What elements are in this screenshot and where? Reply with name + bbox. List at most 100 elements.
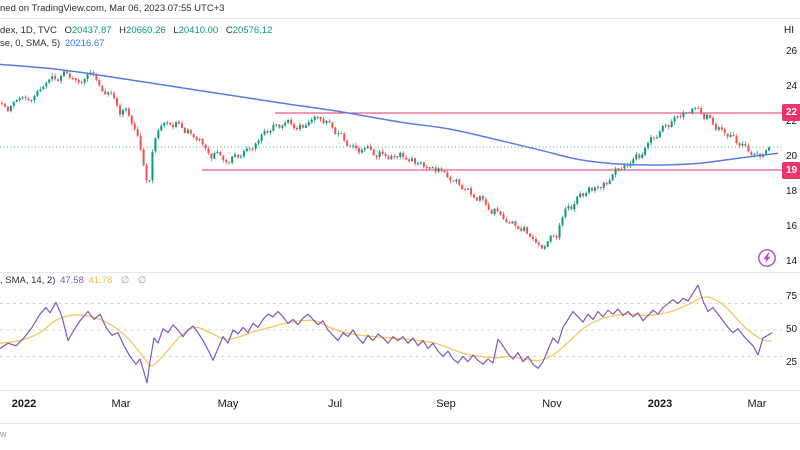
price-tick-label: 18	[786, 186, 798, 198]
candle-body	[186, 129, 189, 134]
candle-body	[319, 116, 322, 120]
sma-line[interactable]	[0, 63, 779, 166]
candle-body	[626, 165, 629, 167]
candle-body	[378, 151, 381, 158]
price-scale[interactable]: 26 24 22 20 18 16 14	[782, 18, 800, 272]
candle-body	[293, 123, 296, 129]
ohlc-close-label: C	[225, 25, 233, 36]
candle-body	[405, 157, 408, 160]
candle-body	[726, 133, 729, 137]
pane-separator[interactable]	[0, 272, 800, 273]
published-bar: ned on TradingView.com, Mar 06, 2023 07:…	[0, 0, 800, 19]
candle-body	[428, 167, 431, 169]
candle-body	[278, 124, 281, 128]
rsi-line[interactable]	[0, 284, 773, 384]
candle-body	[242, 151, 245, 157]
rsi-tick-label: 75	[786, 291, 798, 302]
candle-body	[322, 118, 325, 124]
candle-body	[416, 162, 419, 164]
candle-body	[399, 152, 402, 158]
rsi-sma-line[interactable]	[0, 296, 773, 367]
candle-body	[738, 143, 741, 146]
candle-body	[647, 142, 650, 148]
candle-body	[163, 122, 166, 126]
ma-legend[interactable]: se, 0, SMA, 5) 20216.67	[0, 38, 106, 49]
candle-body	[180, 123, 183, 128]
candle-body	[136, 129, 139, 136]
candle-body	[602, 182, 605, 188]
candle-body	[732, 134, 735, 136]
candle-body	[673, 117, 676, 122]
candle-body	[481, 195, 484, 200]
candle-body	[119, 105, 121, 115]
candle-body	[42, 86, 45, 90]
candle-body	[219, 152, 222, 156]
candle-body	[301, 124, 304, 128]
candle-series	[1, 69, 770, 250]
candle-body	[287, 119, 290, 123]
candle-body	[650, 137, 652, 143]
candle-body	[290, 119, 293, 125]
candle-body	[207, 148, 210, 154]
candle-body	[169, 122, 172, 125]
symbol-legend[interactable]: dex, 1D, TVC O20437.87 H20660.26 L20410.…	[0, 25, 274, 36]
candle-body	[543, 246, 546, 249]
candle-body	[753, 154, 756, 156]
candle-body	[434, 167, 437, 172]
candle-body	[352, 145, 355, 147]
candle-body	[446, 172, 449, 178]
price-tick-label: 14	[786, 256, 798, 268]
candle-body	[92, 72, 95, 75]
candle-body	[720, 127, 723, 130]
candle-body	[343, 133, 346, 141]
candle-body	[490, 209, 493, 214]
candle-body	[582, 193, 585, 197]
candle-body	[402, 152, 405, 158]
candle-body	[166, 122, 169, 124]
candle-body	[296, 127, 298, 130]
candle-body	[502, 213, 505, 220]
candle-body	[499, 211, 502, 215]
candle-body	[579, 193, 582, 197]
candle-body	[160, 125, 163, 131]
time-scale[interactable]: 2022 Mar May Jul Sep Nov 2023 Mar	[0, 390, 800, 423]
candle-body	[387, 156, 390, 160]
candle-body	[679, 116, 682, 118]
candle-body	[245, 148, 248, 152]
candle-body	[313, 116, 316, 121]
candle-body	[596, 187, 599, 189]
candle-body	[658, 131, 661, 138]
candle-body	[638, 154, 641, 158]
candle-body	[80, 81, 83, 83]
candle-body	[27, 98, 30, 100]
candle-body	[511, 221, 514, 224]
candle-body	[529, 233, 532, 237]
candle-body	[641, 154, 644, 158]
main-price-chart[interactable]	[0, 18, 800, 272]
candle-body	[744, 143, 747, 146]
flash-action-button[interactable]	[757, 248, 777, 268]
rsi-empty-value-1: ∅	[120, 275, 130, 286]
rsi-empty-value-2: ∅	[137, 275, 147, 286]
rsi-scale[interactable]: 75 50 25	[782, 272, 800, 390]
candle-body	[478, 196, 481, 201]
rsi-sma-value: 41.78	[88, 275, 113, 286]
price-level-badge-upper: 22	[782, 104, 800, 122]
time-tick-label-2022: 2022	[11, 398, 37, 410]
candle-body	[139, 135, 142, 150]
candle-body	[121, 110, 124, 115]
time-tick-label-nov: Nov	[542, 398, 562, 410]
candle-body	[195, 136, 198, 140]
time-tick-label-jul: Jul	[327, 398, 343, 410]
rsi-legend[interactable]: , SMA, 14, 2) 47.58 41.78 ∅ ∅	[0, 275, 148, 286]
candle-body	[304, 125, 307, 128]
candle-body	[723, 129, 726, 134]
candle-body	[248, 148, 251, 150]
candle-body	[667, 125, 670, 128]
candle-body	[552, 235, 555, 237]
candle-body	[741, 143, 744, 146]
candle-body	[83, 79, 86, 83]
candle-body	[45, 82, 48, 87]
rsi-indicator-chart[interactable]	[0, 272, 800, 390]
candle-body	[652, 137, 655, 139]
